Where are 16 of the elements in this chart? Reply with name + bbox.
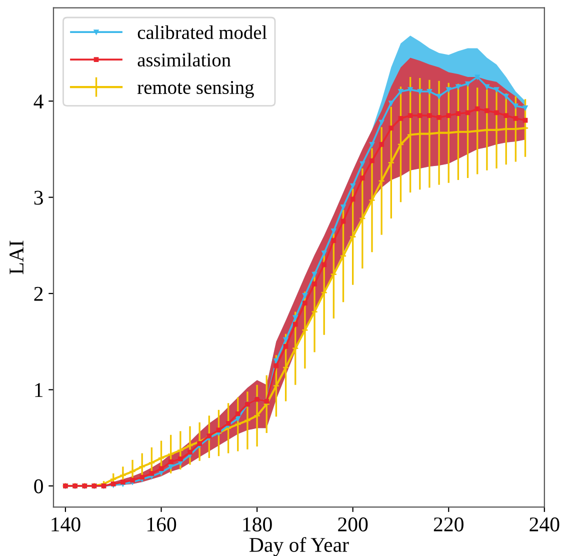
y-tick-label: 3 xyxy=(34,190,43,205)
y-tick-label: 2 xyxy=(34,286,43,301)
x-tick-label: 240 xyxy=(530,517,560,532)
y-tick-label: 4 xyxy=(34,94,44,108)
y-axis-title: LAI xyxy=(10,240,24,274)
x-tick-label: 160 xyxy=(147,517,176,532)
x-tick-label: 180 xyxy=(243,517,272,532)
x-tick-label: 220 xyxy=(434,517,464,532)
x-tick-label: 200 xyxy=(338,517,368,532)
legend-label: calibrated model xyxy=(138,25,267,40)
y-tick-label: 1 xyxy=(35,383,43,397)
x-tick-label: 140 xyxy=(52,517,80,532)
legend-label: remote sensing xyxy=(137,80,254,98)
x-axis-title: Day of Year xyxy=(250,537,349,556)
y-tick-label: 0 xyxy=(34,479,43,494)
legend-label: assimilation xyxy=(138,52,231,67)
